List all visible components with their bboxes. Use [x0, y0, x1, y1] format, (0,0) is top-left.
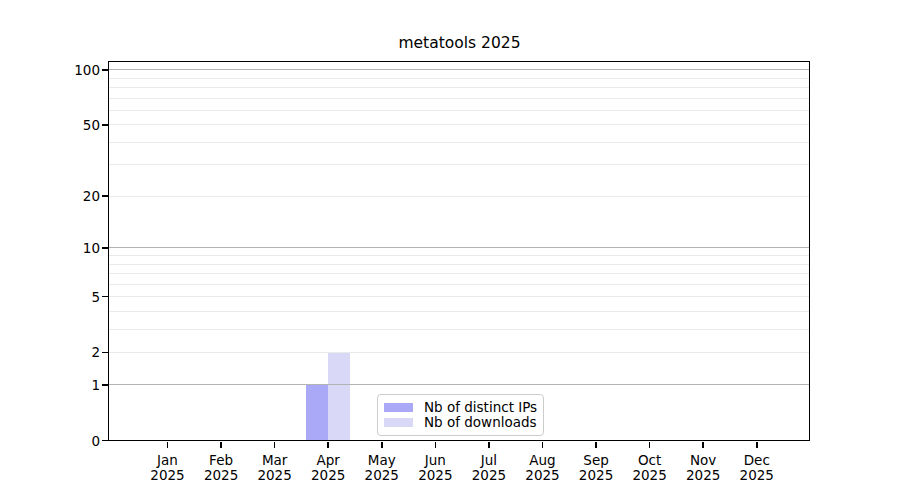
x-axis-tick — [435, 442, 437, 448]
legend-label-downloads: Nb of downloads — [424, 415, 537, 430]
y-gridline-minor — [109, 352, 809, 353]
x-tick-label-dec: Dec 2025 — [717, 453, 797, 484]
plot-area: Nb of distinct IPs Nb of downloads — [108, 61, 810, 441]
y-axis-tick — [102, 352, 108, 354]
legend-label-distinct-ips: Nb of distinct IPs — [424, 400, 537, 415]
y-tick-label: 100 — [40, 61, 100, 79]
y-gridline-minor — [109, 124, 809, 125]
y-tick-label: 1 — [40, 376, 100, 394]
figure: metatools 2025 Nb of distinct IPs Nb of … — [0, 0, 900, 500]
x-axis-tick — [167, 442, 169, 448]
x-axis-tick — [327, 442, 329, 448]
y-axis-tick — [102, 384, 108, 386]
y-axis-tick — [102, 195, 108, 197]
y-tick-label: 50 — [40, 116, 100, 134]
legend-swatch-distinct-ips — [384, 403, 413, 413]
y-gridline-minor — [109, 110, 809, 111]
bar-nb-of-distinct-ips-apr — [306, 384, 328, 440]
y-tick-label: 5 — [40, 288, 100, 306]
y-tick-label: 2 — [40, 343, 100, 361]
x-axis-tick — [595, 442, 597, 448]
y-gridline-minor — [109, 296, 809, 297]
y-axis-tick — [102, 440, 108, 442]
y-tick-label: 0 — [40, 432, 100, 450]
y-gridline-minor — [109, 284, 809, 285]
x-axis-tick — [756, 442, 758, 448]
legend-item-downloads: Nb of downloads — [384, 415, 535, 430]
y-gridline-minor — [109, 329, 809, 330]
y-gridline-minor — [109, 78, 809, 79]
y-gridline-major — [109, 384, 809, 385]
y-axis-tick — [102, 296, 108, 298]
bar-nb-of-downloads-apr — [328, 352, 350, 440]
y-gridline-minor — [109, 196, 809, 197]
x-axis-tick — [542, 442, 544, 448]
x-axis-tick — [220, 442, 222, 448]
y-gridline-minor — [109, 142, 809, 143]
x-axis-tick — [488, 442, 490, 448]
x-axis-tick — [381, 442, 383, 448]
legend-swatch-downloads — [384, 418, 413, 428]
legend: Nb of distinct IPs Nb of downloads — [377, 394, 544, 436]
x-axis-tick — [702, 442, 704, 448]
y-gridline-minor — [109, 273, 809, 274]
y-gridline-minor — [109, 264, 809, 265]
y-gridline-minor — [109, 98, 809, 99]
y-gridline-major — [109, 69, 809, 70]
legend-item-distinct-ips: Nb of distinct IPs — [384, 400, 535, 415]
x-axis-tick — [649, 442, 651, 448]
y-gridline-minor — [109, 87, 809, 88]
y-gridline-major — [109, 247, 809, 248]
x-axis-tick — [274, 442, 276, 448]
y-axis-tick — [102, 124, 108, 126]
y-tick-label: 10 — [40, 239, 100, 257]
y-gridline-minor — [109, 255, 809, 256]
y-gridline-minor — [109, 311, 809, 312]
chart-title: metatools 2025 — [108, 34, 811, 52]
y-tick-label: 20 — [40, 187, 100, 205]
y-gridline-minor — [109, 164, 809, 165]
y-axis-tick — [102, 69, 108, 71]
y-axis-tick — [102, 247, 108, 249]
